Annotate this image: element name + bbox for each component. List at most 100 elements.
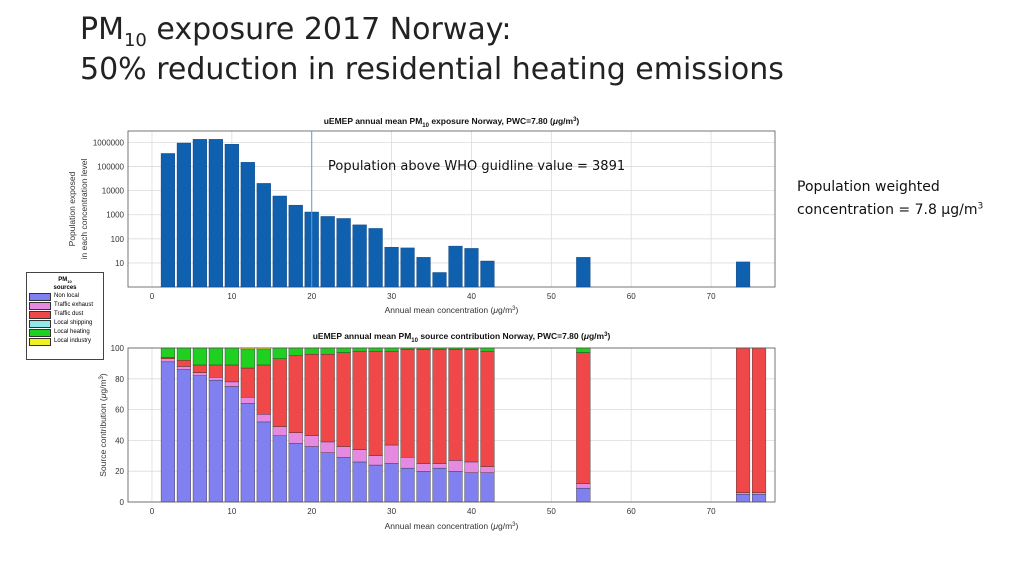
stacked-segment bbox=[400, 457, 415, 469]
stacked-segment bbox=[384, 463, 399, 503]
legend-item: Non local bbox=[27, 292, 103, 301]
stacked-segment bbox=[256, 414, 271, 423]
x-tick-label: 0 bbox=[150, 507, 155, 516]
stacked-segment bbox=[384, 444, 399, 464]
title-sub: 10 bbox=[123, 30, 147, 51]
stacked-segment bbox=[352, 449, 367, 463]
y-tick-label: 1000000 bbox=[93, 138, 125, 147]
stacked-segment bbox=[208, 347, 223, 366]
bar bbox=[464, 248, 479, 288]
stacked-segment bbox=[304, 353, 319, 436]
y-tick-label: 10000 bbox=[102, 187, 125, 196]
slide-title-line1: PM10 exposure 2017 Norway: bbox=[80, 10, 980, 50]
stacked-segment bbox=[352, 461, 367, 503]
chart-title: uEMEP annual mean PM10 source contributi… bbox=[313, 331, 611, 344]
pwc-note-line1: Population weighted bbox=[797, 179, 940, 195]
legend-label: Non local bbox=[54, 293, 80, 299]
bar bbox=[192, 139, 207, 288]
stacked-segment bbox=[176, 366, 191, 370]
stacked-segment bbox=[256, 349, 271, 366]
legend-item: Traffic dust bbox=[27, 310, 103, 319]
stacked-segment bbox=[336, 352, 351, 447]
stacked-segment bbox=[288, 432, 303, 444]
stacked-segment bbox=[288, 355, 303, 433]
x-tick-label: 20 bbox=[307, 292, 316, 301]
x-tick-label: 70 bbox=[707, 292, 716, 301]
stacked-segment bbox=[368, 350, 383, 456]
stacked-segment bbox=[224, 386, 239, 503]
y-tick-label: 0 bbox=[120, 498, 125, 507]
legend-swatch bbox=[29, 337, 51, 346]
legend-item: Local heating bbox=[27, 328, 103, 337]
x-tick-label: 30 bbox=[387, 507, 396, 516]
stacked-segment bbox=[240, 349, 255, 369]
stacked-segment bbox=[320, 441, 335, 453]
bar bbox=[208, 139, 223, 288]
stacked-segment bbox=[272, 435, 287, 503]
stacked-segment bbox=[576, 352, 591, 484]
stacked-segment bbox=[576, 483, 591, 489]
stacked-segment bbox=[224, 364, 239, 383]
stacked-segment bbox=[336, 347, 351, 353]
x-axis-label: Annual mean concentration (μg/m3) bbox=[385, 305, 519, 315]
stacked-segment bbox=[336, 457, 351, 503]
stacked-segment bbox=[448, 460, 463, 472]
stacked-segment bbox=[736, 347, 751, 493]
stacked-segment bbox=[448, 349, 463, 461]
y-tick-label: 100 bbox=[111, 235, 125, 244]
stacked-segment bbox=[208, 377, 223, 381]
exposure-chart: 10 100 1000 10000 100000 1000000 0 10 20 30 40 50 60… bbox=[67, 116, 776, 315]
legend-items: Non local Traffic exhaust Traffic dust Loca… bbox=[27, 292, 103, 346]
stacked-segment bbox=[176, 369, 191, 503]
bar bbox=[160, 153, 176, 288]
x-tick-label: 20 bbox=[307, 507, 316, 516]
stacked-segment bbox=[176, 360, 191, 367]
stacked-segment bbox=[240, 397, 255, 404]
y-tick-label: 1000 bbox=[106, 211, 124, 220]
stacked-segment bbox=[288, 443, 303, 503]
stacked-segment bbox=[320, 347, 335, 355]
stacked-segment bbox=[751, 492, 767, 495]
stacked-segment bbox=[576, 347, 591, 353]
x-tick-label: 60 bbox=[627, 292, 636, 301]
pwc-note-value: concentration = 7.8 µg/m bbox=[797, 202, 978, 218]
y-tick-label: 80 bbox=[115, 375, 124, 384]
bar bbox=[735, 261, 751, 288]
bar bbox=[400, 247, 415, 288]
stacked-segment bbox=[272, 426, 287, 436]
stacked-segment bbox=[176, 347, 191, 361]
stacked-segment bbox=[368, 464, 383, 503]
stacked-segment bbox=[288, 347, 303, 356]
legend-swatch bbox=[29, 292, 51, 301]
stacked-segment bbox=[480, 347, 495, 352]
bar bbox=[576, 257, 591, 288]
legend-label: Local industry bbox=[54, 338, 92, 344]
y-axis-label: Source contribution (μg/m3) bbox=[98, 373, 108, 477]
stacked-segment bbox=[464, 461, 479, 473]
x-tick-label: 60 bbox=[627, 507, 636, 516]
title-rest: exposure 2017 Norway: bbox=[146, 12, 512, 47]
stacked-segment bbox=[736, 494, 751, 503]
slide-title: PM10 exposure 2017 Norway: 50% reduction… bbox=[80, 10, 980, 98]
bar bbox=[352, 224, 367, 288]
stacked-segment bbox=[751, 347, 767, 493]
stacked-segment bbox=[320, 353, 335, 443]
stacked-segment bbox=[384, 347, 399, 352]
stacked-segment bbox=[272, 358, 287, 427]
legend-swatch bbox=[29, 319, 51, 328]
bar bbox=[320, 216, 335, 288]
stacked-segment bbox=[480, 472, 495, 503]
stacked-segment bbox=[240, 403, 255, 503]
bar bbox=[368, 228, 383, 288]
bar bbox=[256, 183, 271, 288]
stacked-segment bbox=[576, 487, 591, 503]
y-axis-label-line2: in each concentration level bbox=[79, 159, 89, 260]
x-tick-label: 30 bbox=[387, 292, 396, 301]
stacked-segment bbox=[192, 375, 207, 503]
y-tick-label: 100 bbox=[111, 344, 125, 353]
legend-item: Local industry bbox=[27, 337, 103, 346]
stacked-segment bbox=[336, 446, 351, 458]
stacked-segment bbox=[480, 350, 495, 467]
stacked-segment bbox=[208, 380, 223, 503]
